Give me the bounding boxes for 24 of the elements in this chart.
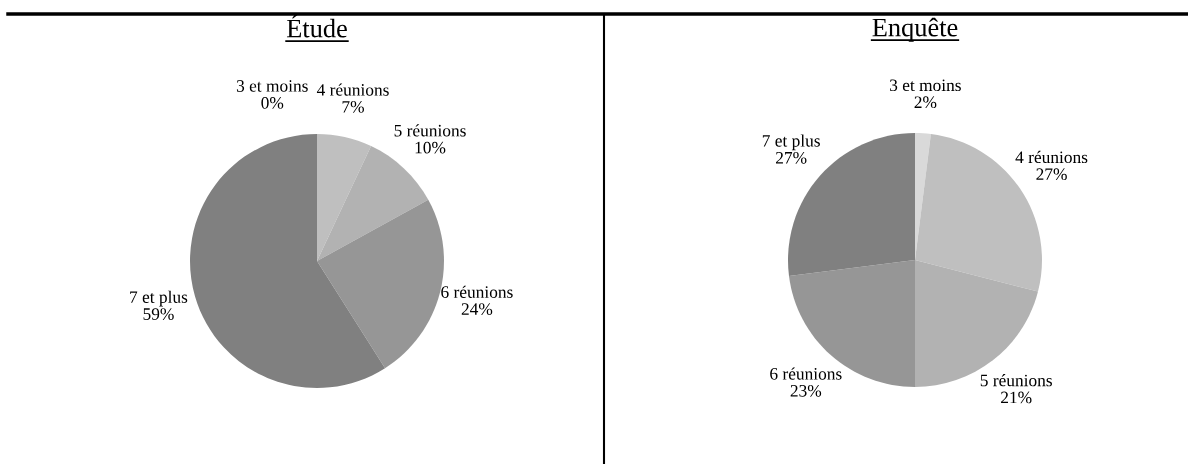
data-label: 59%: [143, 308, 174, 320]
pie-slice: [317, 134, 372, 261]
slice-label: 4 réunions: [1015, 150, 1088, 164]
data-label: 27%: [776, 151, 807, 164]
slice-label: 7 et plus: [762, 134, 820, 151]
chart-title: Enquête: [872, 17, 958, 42]
slice-label: 4 réunions: [316, 83, 389, 96]
text: 0%: [261, 97, 284, 109]
slice-label: 6 réunions: [441, 285, 513, 298]
data-label: 21%: [1001, 391, 1032, 404]
data-label: 2%: [914, 96, 937, 109]
pie-slice: [190, 134, 386, 388]
category-label: 3 et moins: [236, 80, 308, 92]
slice-label: 6 réunions: [770, 367, 842, 380]
data-label: 23%: [790, 384, 822, 397]
slice-label: 5 réunions: [394, 124, 466, 137]
slice-label: 5 réunions: [980, 374, 1052, 387]
data-label: 27%: [1036, 168, 1067, 181]
chart-title: Étude: [286, 14, 347, 38]
data-label: 7%: [342, 100, 364, 113]
data-label: 10%: [415, 141, 446, 154]
slice-label: 3 et moins: [890, 79, 961, 92]
slice-label: 7 et plus: [130, 290, 188, 307]
data-label: 24%: [461, 303, 493, 315]
